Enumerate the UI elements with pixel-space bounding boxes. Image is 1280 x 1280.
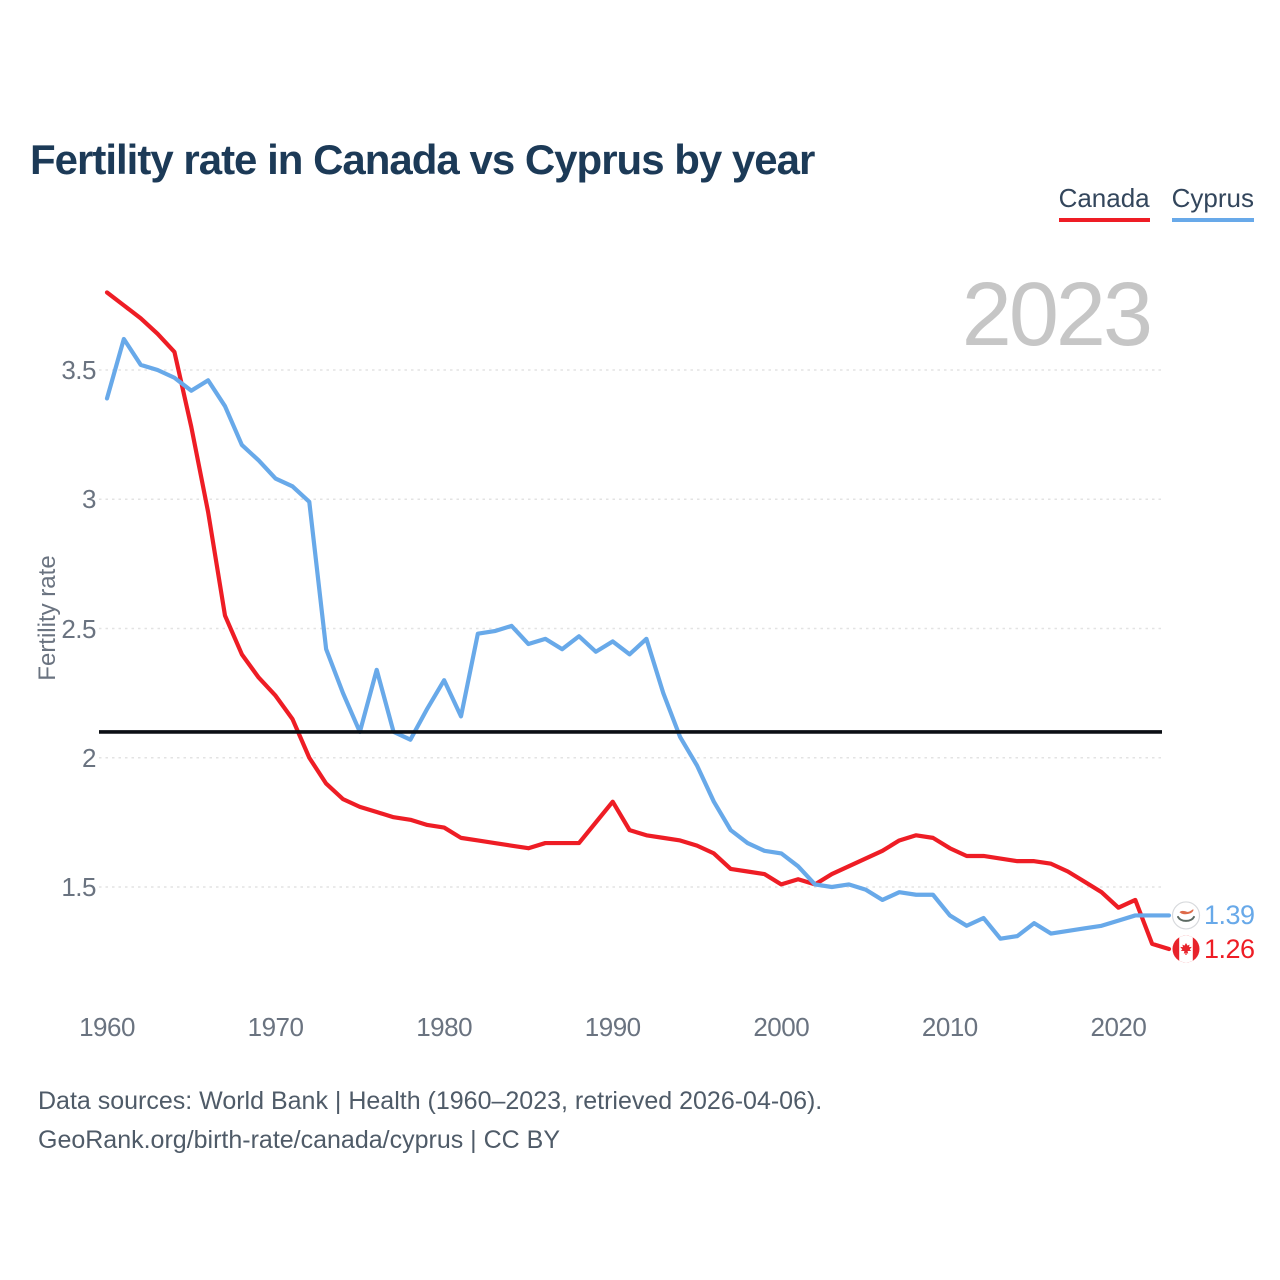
chart-footer: Data sources: World Bank | Health (1960–… bbox=[38, 1082, 822, 1160]
x-tick-label: 1990 bbox=[584, 1012, 641, 1042]
y-tick-label: 1.5 bbox=[61, 872, 96, 902]
y-tick-label: 3 bbox=[82, 484, 96, 515]
x-tick-label: 2000 bbox=[753, 1012, 810, 1042]
legend-item-canada[interactable]: Canada bbox=[1058, 184, 1150, 222]
year-watermark: 2023 bbox=[961, 265, 1153, 365]
legend-item-cyprus[interactable]: Cyprus bbox=[1171, 184, 1254, 222]
end-value-canada: 1.26 bbox=[1204, 934, 1255, 965]
footer-attribution: GeoRank.org/birth-rate/canada/cyprus | C… bbox=[38, 1126, 561, 1154]
footer-sources: Data sources: World Bank | Health (1960–… bbox=[38, 1087, 823, 1115]
y-axis-title: Fertility rate bbox=[34, 555, 61, 681]
x-tick-label: 1960 bbox=[79, 1012, 135, 1042]
y-tick-label: 3.5 bbox=[61, 355, 96, 385]
series-line-canada[interactable] bbox=[104, 290, 1172, 952]
series-line-cyprus[interactable] bbox=[104, 336, 1172, 941]
x-tick-label: 2010 bbox=[921, 1012, 978, 1042]
end-value-cyprus: 1.39 bbox=[1204, 900, 1255, 931]
legend: Canada Cyprus bbox=[1058, 184, 1254, 222]
canada-flag-icon bbox=[1172, 935, 1200, 963]
cyprus-flag-icon bbox=[1171, 901, 1201, 930]
y-tick-label: 2.5 bbox=[61, 613, 96, 644]
x-tick-label: 1980 bbox=[416, 1012, 473, 1042]
x-tick-label: 1970 bbox=[247, 1012, 304, 1042]
chart-title: Fertility rate in Canada vs Cyprus by ye… bbox=[30, 136, 815, 184]
x-tick-label: 2020 bbox=[1090, 1012, 1147, 1042]
y-tick-label: 2 bbox=[82, 742, 96, 773]
